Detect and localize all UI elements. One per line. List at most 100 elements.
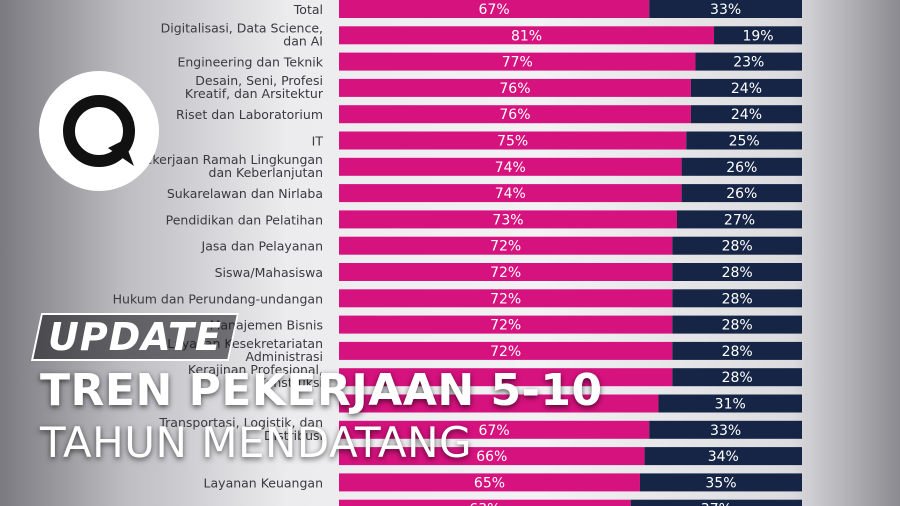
category-label: Desain, Seni, Profesi [195,73,323,88]
data-label-secondary: 31% [715,397,746,413]
bar-segment-secondary [714,26,802,45]
bar-segment-secondary [639,473,802,492]
data-label-secondary: 19% [742,28,773,44]
bar-segment-secondary [690,105,802,124]
category-label-line-2: Administrasi [245,349,323,364]
bar-segment-secondary [672,236,802,255]
data-label-secondary: 26% [726,160,757,176]
category-label: Total [293,2,323,17]
data-label-primary: 72% [490,265,521,281]
data-label-primary: 67% [479,2,510,18]
bar-segment-primary [339,131,687,150]
category-label: Hukum dan Perundang-undangan [113,291,323,306]
category-label: Pekerjaan Ramah Lingkungan [138,152,323,167]
data-label-primary: 73% [492,212,523,228]
category-label: Transportasi, Logistik, dan [158,415,323,430]
update-badge-text: UPDATE [48,315,222,359]
data-label-secondary: 24% [731,81,762,97]
category-label: Sukarelawan dan Nirlaba [167,186,323,201]
bar-segment-secondary [672,341,802,360]
data-label-primary: 76% [499,107,530,123]
bar-segment-secondary [630,499,802,506]
data-label-primary: 67% [479,423,510,439]
data-label-secondary: 28% [722,318,753,334]
data-label-secondary: 28% [722,239,753,255]
headline-line-2: TAHUN MENDATANG [40,418,473,467]
data-label-primary: 72% [490,239,521,255]
bar-segment-primary [339,420,650,439]
bar-segment-secondary [672,315,802,334]
data-label-primary: 77% [502,55,533,71]
data-label-primary: 75% [497,134,528,150]
data-label-secondary: 28% [722,291,753,307]
data-label-secondary: 25% [729,134,760,150]
data-label-primary: 81% [511,28,542,44]
data-label-secondary: 35% [705,475,736,491]
bar-segment-primary [339,499,631,506]
category-label-line-2: Distribusi [264,428,323,443]
data-label-secondary: 28% [722,344,753,360]
data-label-primary: 63% [469,502,500,506]
bar-segment-primary [339,394,659,413]
update-badge: UPDATE [30,313,240,361]
bar-segment-secondary [672,263,802,281]
data-label-primary: 66% [476,449,507,465]
bar-segment-primary [339,184,682,203]
bar-segment-primary [339,447,645,466]
bar-segment-secondary [649,0,802,18]
data-label-primary: 65% [474,475,505,491]
bar-segment-secondary [649,420,802,439]
data-label-primary: 76% [499,81,530,97]
bar-segment-secondary [681,157,802,176]
data-label-secondary: 28% [722,370,753,386]
data-label-primary: 72% [490,318,521,334]
bar-segment-primary [339,368,673,387]
bar-segment-secondary [690,78,802,97]
category-label: Engineering dan Teknik [177,55,323,70]
category-label: Jasa dan Pelayanan [201,239,323,254]
bar-segment-secondary [672,289,802,308]
bar-segment-primary [339,263,673,281]
category-label-line-2: Kreatif, dan Arsitektur [185,86,324,101]
bar-segment-primary [339,105,691,124]
data-label-primary: 72% [490,344,521,360]
data-label-secondary: 33% [710,2,741,18]
data-label-primary: 72% [490,291,521,307]
category-label-line-2: dan AI [283,33,323,48]
category-label-line-2: dan Keberlanjutan [209,165,323,180]
category-label-line-2: Konstruksi [258,375,323,390]
bar-segment-primary [339,210,677,229]
category-label: Layanan Keuangan [204,475,323,490]
category-label: IT [312,134,324,149]
data-label-secondary: 28% [722,265,753,281]
category-label: Pendidikan dan Pelatihan [166,212,323,227]
data-label-primary: 74% [495,160,526,176]
data-label-secondary: 27% [724,212,755,228]
bar-segment-primary [339,289,673,308]
category-label: Riset dan Laboratorium [176,107,323,122]
category-label: Digitalisasi, Data Science, [161,20,323,35]
bar-segment-primary [339,473,640,492]
data-label-primary: 74% [495,186,526,202]
q-logo-icon [38,70,160,192]
bar-segment-primary [339,26,715,45]
bar-segment-secondary [681,184,802,203]
bar-segment-secondary [676,210,802,229]
data-label-secondary: 34% [708,449,739,465]
data-label-secondary: 33% [710,423,741,439]
data-label-secondary: 24% [731,107,762,123]
bar-segment-primary [339,0,650,18]
bar-segment-primary [339,315,673,334]
category-label: Kerajinan Profesional, [188,362,323,377]
bar-segment-secondary [658,394,802,413]
bar-segment-secondary [686,131,802,150]
category-label: Manajemen Bisnis [210,318,323,333]
bar-segment-primary [339,236,673,255]
bar-segment-primary [339,341,673,360]
data-label-secondary: 26% [726,186,757,202]
category-label: Siswa/Mahasiswa [215,265,323,280]
bar-segment-secondary [672,368,802,387]
data-label-secondary: 23% [733,55,764,71]
data-label-secondary: 37% [701,502,732,506]
